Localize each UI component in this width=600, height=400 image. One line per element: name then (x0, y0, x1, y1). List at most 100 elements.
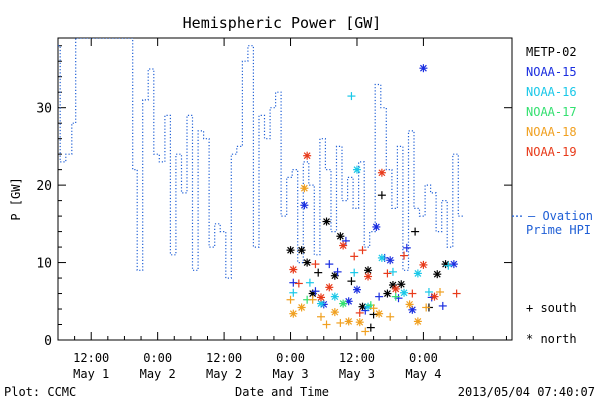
north-point (339, 241, 348, 250)
legend-entry-noaa-16: NOAA-16 (526, 85, 577, 99)
south-point (386, 312, 395, 321)
x-tick-label-time: 0:00 (276, 351, 305, 365)
north-point (383, 289, 392, 298)
north-point (325, 283, 334, 292)
north-point (391, 284, 400, 293)
south-point (402, 243, 411, 252)
south-point (391, 292, 400, 301)
footer-plot-credit: Plot: CCMC (4, 385, 76, 399)
north-point (433, 270, 442, 279)
south-point (289, 278, 298, 287)
south-point (311, 260, 320, 269)
plot-frame (57, 37, 513, 341)
south-point (333, 267, 342, 276)
legend-entry-noaa-18: NOAA-18 (526, 125, 577, 139)
x-tick-label-date: May 4 (405, 367, 441, 381)
y-tick-label: 0 (44, 334, 52, 349)
south-point (336, 318, 345, 327)
footer-timestamp: 2013/05/04 07:40:07 (458, 385, 595, 399)
south-point (422, 303, 431, 312)
south-point (377, 191, 386, 200)
y-tick-label: 10 (36, 257, 52, 272)
north-point (336, 232, 345, 241)
north-point (364, 272, 373, 281)
north-point (430, 292, 439, 301)
y-tick-label: 20 (36, 179, 52, 194)
north-point (397, 280, 406, 289)
south-point (308, 295, 317, 304)
north-point (300, 184, 309, 193)
legend-entry-noaa-15: NOAA-15 (526, 65, 577, 79)
south-point (350, 268, 359, 277)
south-point (383, 269, 392, 278)
south-point (311, 287, 320, 296)
south-point (366, 323, 375, 332)
legend-entry-metp-02: METP-02 (526, 45, 577, 59)
north-point (400, 288, 409, 297)
x-tick-label-date: May 2 (140, 367, 176, 381)
ovation-label-line2: Prime HPI (526, 223, 591, 237)
legend: METP-02 NOAA-15 NOAA-16 NOAA-17 NOAA-18 NOAA-… (512, 45, 593, 346)
x-tick-label-time: 0:00 (409, 351, 438, 365)
north-point (303, 151, 312, 160)
north-point (297, 246, 306, 255)
north-point (303, 258, 312, 267)
x-tick-label-date: May 3 (272, 367, 308, 381)
north-point (344, 317, 353, 326)
south-point (350, 252, 359, 261)
legend-north: * north (526, 332, 577, 346)
south-point (294, 279, 303, 288)
north-point (339, 299, 348, 308)
south-point (286, 295, 295, 304)
south-point (436, 287, 445, 296)
south-point (289, 288, 298, 297)
south-point (400, 251, 409, 260)
north-point (330, 292, 339, 301)
north-point (419, 260, 428, 269)
south-point (444, 261, 453, 270)
legend-south: + south (526, 301, 577, 315)
north-point (419, 64, 428, 73)
south-point (424, 287, 433, 296)
y-axis-label: P [GW] (9, 177, 23, 220)
south-point (325, 260, 334, 269)
ovation-hpi-line (58, 38, 464, 279)
y-tick-label: 30 (36, 102, 52, 117)
legend-entry-noaa-17: NOAA-17 (526, 105, 577, 119)
north-point (289, 309, 298, 318)
north-point (316, 293, 325, 302)
south-point (438, 301, 447, 310)
north-point (375, 309, 384, 318)
north-point (377, 168, 386, 177)
south-point (316, 312, 325, 321)
north-point (300, 201, 309, 210)
south-point (369, 304, 378, 313)
north-point (358, 302, 367, 311)
north-point (330, 308, 339, 317)
south-point (314, 268, 323, 277)
legend-entry-noaa-19: NOAA-19 (526, 145, 577, 159)
north-point (322, 217, 331, 226)
north-point (289, 265, 298, 274)
south-point (361, 327, 370, 336)
south-point (358, 246, 367, 255)
north-point (386, 256, 395, 265)
south-point (452, 289, 461, 298)
south-point (347, 277, 356, 286)
north-point (286, 246, 295, 255)
north-point (377, 253, 386, 262)
north-point (413, 317, 422, 326)
south-point (375, 292, 384, 301)
north-point (449, 260, 458, 269)
north-point (297, 303, 306, 312)
x-tick-label-time: 12:00 (339, 351, 375, 365)
x-tick-label-time: 12:00 (73, 351, 109, 365)
plot-area: 0 10 20 30 12:00 May 1 0:00 May 2 12:00 May 2 0:00… (36, 37, 513, 381)
north-point (355, 318, 364, 327)
x-tick-label-time: 12:00 (206, 351, 242, 365)
x-tick-label-time: 0:00 (143, 351, 172, 365)
north-point (413, 269, 422, 278)
x-axis-label: Date and Time (235, 385, 329, 399)
south-point (411, 227, 420, 236)
